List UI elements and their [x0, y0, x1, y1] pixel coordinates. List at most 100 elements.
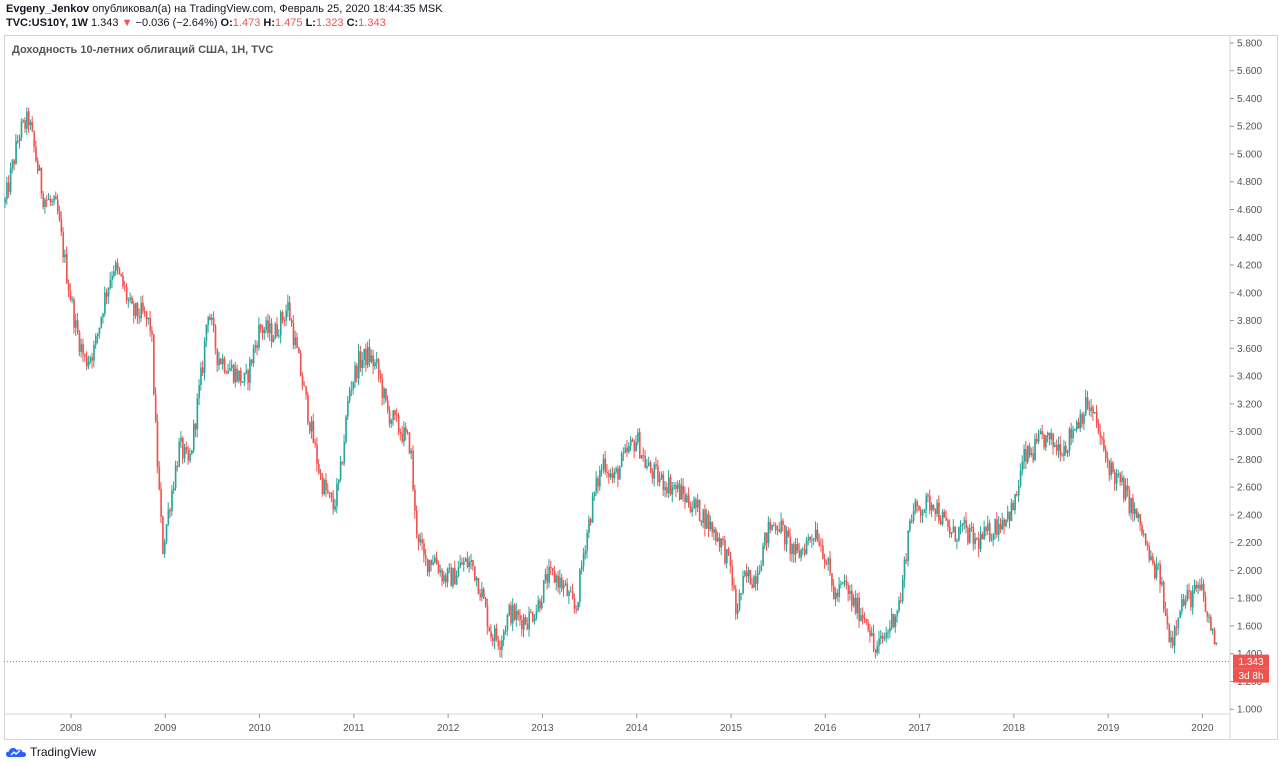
candle-body: [250, 359, 253, 364]
x-tick-label: 2011: [343, 723, 365, 734]
candle-body: [314, 442, 317, 445]
candle-body: [301, 375, 304, 386]
candle-body: [1213, 629, 1216, 644]
candle-body: [27, 111, 30, 126]
candle-body: [435, 557, 438, 565]
candle-body: [312, 421, 315, 443]
candle-body: [309, 422, 311, 432]
author-name[interactable]: Evgeny_Jenkov: [6, 3, 90, 15]
candle-body: [60, 219, 63, 232]
candle-body: [648, 462, 650, 467]
candle-body: [1005, 519, 1007, 527]
candle-body: [949, 526, 951, 534]
candle-body: [261, 328, 264, 334]
candle-body: [1027, 445, 1029, 463]
candle-body: [593, 491, 596, 497]
candle-body: [878, 638, 880, 646]
candle-body: [722, 538, 725, 541]
candle-body: [929, 495, 931, 511]
candle-body: [140, 302, 142, 319]
candle-body: [854, 597, 857, 614]
candle-body: [289, 302, 291, 321]
candle-body: [771, 524, 773, 530]
candle-body: [1095, 412, 1098, 424]
candle-body: [1124, 485, 1127, 500]
candle-body: [479, 593, 482, 598]
candle-body: [622, 452, 625, 455]
candle-body: [154, 393, 157, 421]
candle-body: [936, 502, 938, 515]
candle-body: [95, 336, 97, 345]
price-axis: 5.800 5.600 5.400 5.200 5.000 4.800 4.600 4.400…: [1230, 38, 1262, 716]
candle-body: [372, 355, 375, 367]
y-tick-label: 2.800: [1237, 455, 1262, 466]
candle-body: [791, 544, 793, 555]
candle-body: [907, 530, 909, 562]
candle-body: [122, 275, 124, 286]
candle-body: [862, 615, 864, 619]
chart-frame[interactable]: [4, 35, 1278, 740]
candle-body: [171, 490, 173, 512]
y-tick-label: 5.800: [1237, 38, 1262, 49]
candle-body: [876, 645, 879, 653]
last-price: 1.343: [90, 17, 119, 29]
candle-body: [425, 555, 427, 559]
candle-body: [784, 524, 786, 545]
candle-body: [796, 544, 799, 551]
candle-body: [414, 489, 416, 511]
candle-body: [1030, 453, 1033, 455]
candle-body: [700, 520, 703, 523]
candle-body: [370, 355, 373, 363]
candle-body: [158, 466, 161, 490]
candle-body: [731, 565, 734, 586]
high-value: 1.475: [274, 17, 303, 29]
candle-body: [996, 519, 998, 535]
candle-body: [954, 526, 957, 542]
x-tick-label: 2009: [154, 723, 177, 734]
candle-body: [865, 618, 868, 623]
candle-body: [789, 536, 792, 555]
candle-body: [653, 464, 656, 479]
candle-body: [958, 526, 960, 541]
x-tick-label: 2018: [1003, 723, 1026, 734]
candle-body: [1077, 421, 1080, 429]
candle-body: [11, 160, 14, 169]
candle-body: [785, 530, 788, 545]
candle-body: [923, 509, 926, 514]
candle-body: [352, 382, 355, 389]
down-triangle-icon: ▼: [121, 17, 133, 29]
candle-body: [1123, 477, 1125, 500]
time-axis: 2008 2009 2010 2011 2012 2013 2014 2015 2016 2017…: [60, 714, 1214, 734]
candle-body: [138, 316, 141, 319]
candle-body: [1023, 449, 1026, 462]
candle-body: [787, 530, 790, 537]
candle-body: [272, 338, 275, 342]
tradingview-logo[interactable]: TradingView: [6, 743, 96, 761]
candle-body: [1045, 435, 1047, 448]
candle-body: [1003, 519, 1006, 527]
candle-body: [938, 502, 940, 521]
candle-body: [715, 529, 717, 542]
candle-body: [196, 398, 199, 430]
candle-body: [744, 571, 746, 577]
x-tick-label: 2008: [60, 723, 83, 734]
candle-body: [1208, 616, 1210, 618]
candle-body: [519, 615, 521, 621]
candle-body: [818, 541, 821, 546]
candle-body: [967, 527, 969, 543]
candle-body: [840, 583, 842, 585]
candle-body: [207, 316, 210, 325]
candle-body: [1110, 462, 1113, 476]
candle-body: [909, 520, 911, 531]
candle-body: [133, 303, 135, 316]
candle-body: [55, 196, 57, 200]
candle-body: [354, 365, 356, 383]
candle-body: [191, 450, 193, 454]
candle-body: [709, 521, 712, 530]
candle-body: [631, 439, 634, 442]
y-tick-label: 2.400: [1237, 510, 1262, 521]
candle-body: [1017, 486, 1020, 496]
chart-title: Доходность 10-летних облигаций США, 1H, …: [12, 44, 273, 56]
candle-body: [265, 320, 268, 331]
